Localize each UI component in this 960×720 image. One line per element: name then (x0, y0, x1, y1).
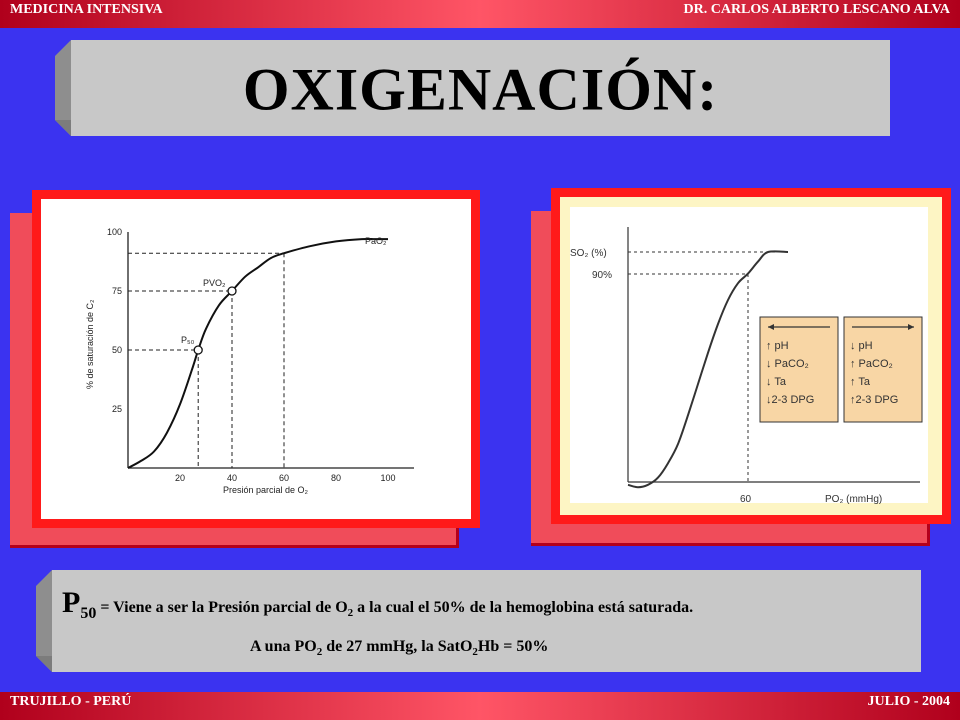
right-chart-ytick-90: 90% (592, 270, 612, 281)
right-chart-xlabel: PO₂ (mmHg) (825, 494, 882, 505)
p50-symbol: P (62, 586, 81, 619)
left-chart-xlabel: Presión parcial de O₂ (223, 485, 309, 495)
right-chart-curve (627, 250, 789, 489)
left-chart-panel: 20 40 60 80 100 100 75 50 25 Presión parcial de … (32, 190, 480, 528)
p50-subscript: 50 (80, 605, 97, 622)
header-bar: MEDICINA INTENSIVA DR. CARLOS ALBERTO LE… (0, 0, 960, 28)
right-chart-ytick-so2: SO₂ (%) (570, 248, 607, 259)
left-chart-xtick: 40 (227, 473, 237, 483)
left-shift-paco2: ↓ PaCO₂ (766, 358, 809, 370)
left-chart-xtick: 100 (380, 473, 395, 483)
note-example-sub1: 2 (316, 646, 323, 659)
footer-left-text: TRUJILLO - PERÚ (10, 694, 132, 709)
title-box-face (71, 40, 890, 136)
right-shift-ph: ↓ pH (850, 340, 873, 352)
note-example-c: Hb = 50% (477, 638, 549, 655)
header-right-text: DR. CARLOS ALBERTO LESCANO ALVA (683, 2, 951, 17)
left-chart-ytick: 50 (112, 345, 122, 355)
note-example-sub2: 2 (472, 646, 478, 659)
note-box-face (52, 570, 921, 672)
left-chart-xtick: 60 (279, 473, 289, 483)
note-definition-b: a la cual el 50% de la hemoglobina está … (353, 599, 694, 616)
title-box: OXIGENACIÓN: (55, 40, 890, 136)
header-left-text: MEDICINA INTENSIVA (10, 2, 163, 17)
left-shift-ph: ↑ pH (766, 340, 789, 352)
left-chart-label-pao: PaO₂ (365, 236, 387, 246)
right-shift-dpg: ↑2-3 DPG (850, 394, 898, 406)
right-chart-xtick-60: 60 (740, 494, 752, 505)
note-example: A una PO2 de 27 mmHg, la SatO2Hb = 50% (250, 638, 548, 658)
note-definition-a: Viene a ser la Presión parcial de O (113, 599, 348, 616)
right-chart-panel: SO₂ (%) 90% 60 PO₂ (mmHg) ↑ pH ↓ PaCO₂ ↓… (551, 188, 951, 524)
note-example-a: A una PO (250, 638, 317, 655)
left-chart-marker (227, 286, 237, 296)
footer-right-text: JULIO - 2004 (867, 694, 950, 709)
note-box (36, 570, 921, 672)
left-shift-ta: ↓ Ta (766, 376, 787, 388)
oxygen-saturation-chart: 20 40 60 80 100 100 75 50 25 Presión parcial de … (41, 199, 471, 519)
note-definition-sub: 2 (347, 607, 354, 620)
left-chart-marker (193, 345, 203, 355)
left-chart-label-pvo: PVO₂ (203, 278, 226, 288)
left-chart-xtick: 80 (331, 473, 341, 483)
left-chart-xtick: 20 (175, 473, 185, 483)
note-equals: = (96, 599, 114, 616)
left-chart-ytick: 100 (107, 227, 122, 237)
note-example-b: de 27 mmHg, la SatO (322, 638, 473, 655)
left-chart-ylabel: % de saturación de C₂ (85, 299, 95, 389)
left-shift-dpg: ↓2-3 DPG (766, 394, 814, 406)
page-title: OXIGENACIÓN: (242, 56, 719, 123)
right-shift-box: ↓ pH ↑ PaCO₂ ↑ Ta ↑2-3 DPG (843, 316, 923, 423)
left-chart-ytick: 75 (112, 286, 122, 296)
so2-po2-chart: SO₂ (%) 90% 60 PO₂ (mmHg) ↑ pH ↓ PaCO₂ ↓… (560, 197, 942, 515)
note-definition: P50 = Viene a ser la Presión parcial de … (62, 586, 694, 622)
right-shift-paco2: ↑ PaCO₂ (850, 358, 893, 370)
left-chart-ytick: 25 (112, 404, 122, 414)
left-shift-box: ↑ pH ↓ PaCO₂ ↓ Ta ↓2-3 DPG (759, 316, 839, 423)
left-chart-label-p50: P₅₀ (181, 335, 195, 345)
right-shift-ta: ↑ Ta (850, 376, 871, 388)
footer-bar: TRUJILLO - PERÚ JULIO - 2004 (0, 692, 960, 720)
